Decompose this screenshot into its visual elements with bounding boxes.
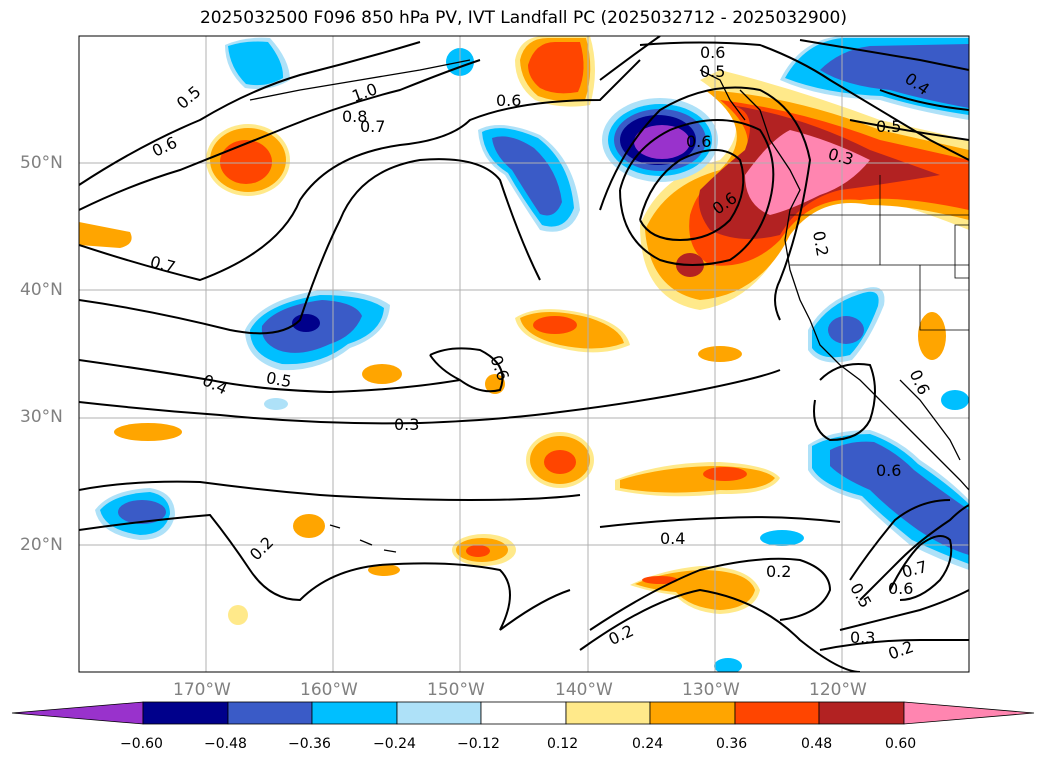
map-panel: 0.5 1.0 0.8 0.7 0.6 0.6 0.6 0.5 0.4 0.5 … [79, 36, 969, 672]
contour-label: 0.7 [148, 252, 178, 277]
colorbar-extend-right [903, 701, 1035, 725]
colorbar-tick-label: 0.36 [716, 736, 748, 752]
colorbar-segment [396, 701, 482, 725]
colorbar-segment [142, 701, 229, 725]
anomaly-155w [362, 364, 402, 384]
anomaly-ne-strong [820, 44, 969, 108]
colorbar-tick-label: −0.60 [120, 736, 163, 752]
anomaly-150w-neg-strong [492, 136, 562, 216]
anomaly-143w-strong [544, 450, 576, 474]
colorbar-segment [734, 701, 820, 725]
anomaly-bottom-130w [714, 658, 742, 672]
contour-label: 0.6 [149, 133, 180, 161]
lat-label: 40°N [20, 280, 63, 300]
lat-label: 20°N [20, 535, 63, 555]
contour-label: 0.6 [700, 43, 725, 62]
anomaly-165w-small [264, 398, 288, 410]
anomaly-hawaii-n [293, 514, 325, 538]
contour-label: 0.5 [846, 580, 875, 612]
contour-label: 0.5 [876, 117, 901, 136]
contour-label: 0.2 [766, 562, 791, 581]
anomaly-nw-strong [220, 140, 272, 184]
colorbar-tick-label: 0.12 [547, 736, 579, 752]
map-frame [78, 35, 970, 673]
contour-label: 0.2 [809, 229, 832, 257]
contour-label: 1.0 [349, 79, 379, 106]
colorbar-segment [818, 701, 905, 725]
colorbar-extend-left [11, 701, 144, 725]
anomaly-south-150w-strong [466, 545, 490, 557]
map-title: 2025032500 F096 850 hPa PV, IVT Landfall… [199, 8, 847, 28]
colorbar-tick-label: 0.60 [885, 736, 917, 752]
ivt-contours [79, 36, 969, 672]
lon-label: 170°W [173, 680, 231, 700]
colorbar-tick-label: 0.48 [801, 736, 833, 752]
contour-label: 0.4 [660, 529, 685, 548]
colorbar-tick-label: −0.24 [373, 736, 416, 752]
contour-label: 0.2 [606, 621, 637, 649]
contour-label: 0.4 [199, 370, 230, 398]
anomaly-left-edge [79, 222, 132, 248]
colorbar-tick-label: −0.12 [457, 736, 500, 752]
lon-label: 130°W [682, 680, 740, 700]
anomaly-west-30n [114, 423, 182, 441]
lon-label: 140°W [555, 680, 613, 700]
colorbar-segment [311, 701, 398, 725]
anomaly-calif-neg-strong [828, 316, 864, 344]
lon-label: 120°W [809, 680, 867, 700]
colorbar-segment [565, 701, 651, 725]
contour-label: 0.5 [265, 368, 293, 391]
anomaly-california [918, 312, 946, 360]
lat-label: 50°N [20, 153, 63, 173]
colorbar-tick-label: 0.24 [632, 736, 664, 752]
contour-label: 0.8 [342, 107, 367, 126]
anomaly-133w-band-strong [703, 467, 747, 481]
anomaly-mexico-strong [830, 441, 969, 555]
contour-label: 0.6 [496, 91, 521, 110]
contour-label: 0.6 [686, 132, 711, 151]
shaded-anomalies [79, 36, 969, 672]
colorbar-segment [227, 701, 313, 725]
anomaly-sw-strong [118, 500, 166, 524]
anomaly-133w [698, 346, 742, 362]
contour-label: 0.5 [700, 62, 725, 81]
anomaly-south-127w [760, 530, 804, 546]
contour-label: 0.6 [888, 579, 913, 598]
graticule [79, 36, 969, 672]
political-borders [790, 175, 969, 331]
contour-label: 0.6 [906, 367, 934, 398]
colorbar-segment [480, 701, 567, 725]
lon-label: 150°W [427, 680, 485, 700]
anomaly-goa-max [634, 125, 690, 159]
contour-label: 0.3 [394, 415, 419, 434]
contour-label: 0.5 [173, 82, 205, 113]
colorbar-segment [649, 701, 736, 725]
anomaly-tiny-neg-coast [941, 390, 969, 410]
colorbar-tick-label: −0.48 [204, 736, 247, 752]
anomaly-top-strong [528, 42, 584, 94]
contour-label: 0.6 [876, 461, 901, 480]
anomaly-160w-dark [292, 314, 320, 332]
anomaly-south-130w-strong [642, 576, 678, 584]
coastlines [249, 59, 969, 553]
anomaly-sw-small [228, 605, 248, 625]
colorbar-tick-label: −0.36 [288, 736, 331, 752]
lat-label: 30°N [20, 407, 63, 427]
contour-label: 0.7 [360, 117, 385, 136]
anomaly-hawaii-s [368, 564, 400, 576]
anomaly-170w-top-mid [228, 41, 284, 86]
anomaly-140w-strong [533, 316, 577, 334]
colorbar [11, 701, 1035, 725]
contour-label: 0.3 [850, 628, 875, 647]
contour-label: 0.2 [246, 533, 277, 564]
lon-label: 160°W [300, 680, 358, 700]
